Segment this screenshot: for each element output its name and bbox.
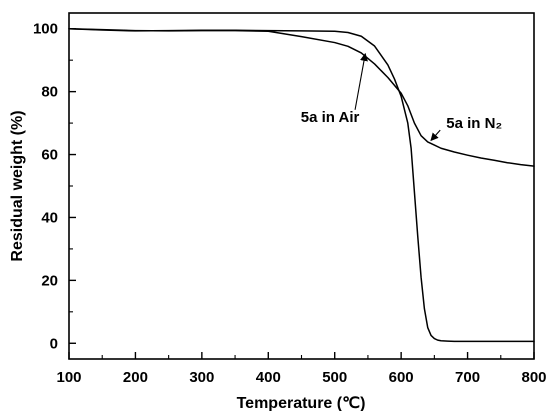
series-line-air — [68, 27, 535, 343]
x-tick-label: 300 — [189, 369, 214, 386]
x-tick-label: 600 — [389, 369, 414, 386]
annotation-label-n2: 5a in N₂ — [446, 115, 502, 132]
y-tick-label: 80 — [41, 84, 58, 101]
x-tick-label: 700 — [455, 369, 480, 386]
series-layer — [68, 27, 535, 343]
y-tick-label: 20 — [41, 272, 58, 289]
annotation-arrow-n2 — [430, 129, 441, 142]
y-tick-label: 100 — [33, 21, 58, 38]
series-line-n2 — [68, 27, 535, 167]
y-tick-group: 0 20 40 60 80 100 — [33, 21, 76, 352]
y-tick-label: 0 — [50, 335, 58, 352]
y-axis-title: Residual weight (%) — [9, 110, 26, 261]
x-tick-group: 100 200 300 400 500 600 700 800 — [56, 352, 547, 386]
y-tick-label: 40 — [41, 209, 58, 226]
x-tick-label: 400 — [256, 369, 281, 386]
annotation-label-air: 5a in Air — [301, 109, 360, 126]
x-tick-label: 100 — [56, 369, 81, 386]
y-tick-label: 60 — [41, 147, 58, 164]
x-tick-label: 500 — [322, 369, 347, 386]
x-tick-label: 800 — [521, 369, 546, 386]
x-tick-label: 200 — [123, 369, 148, 386]
plot-frame — [68, 12, 535, 360]
x-axis-title: Temperature (℃) — [237, 395, 366, 411]
annotation-layer: 5a in Air 5a in N₂ — [301, 52, 502, 142]
annotation-arrow-air — [354, 52, 368, 110]
